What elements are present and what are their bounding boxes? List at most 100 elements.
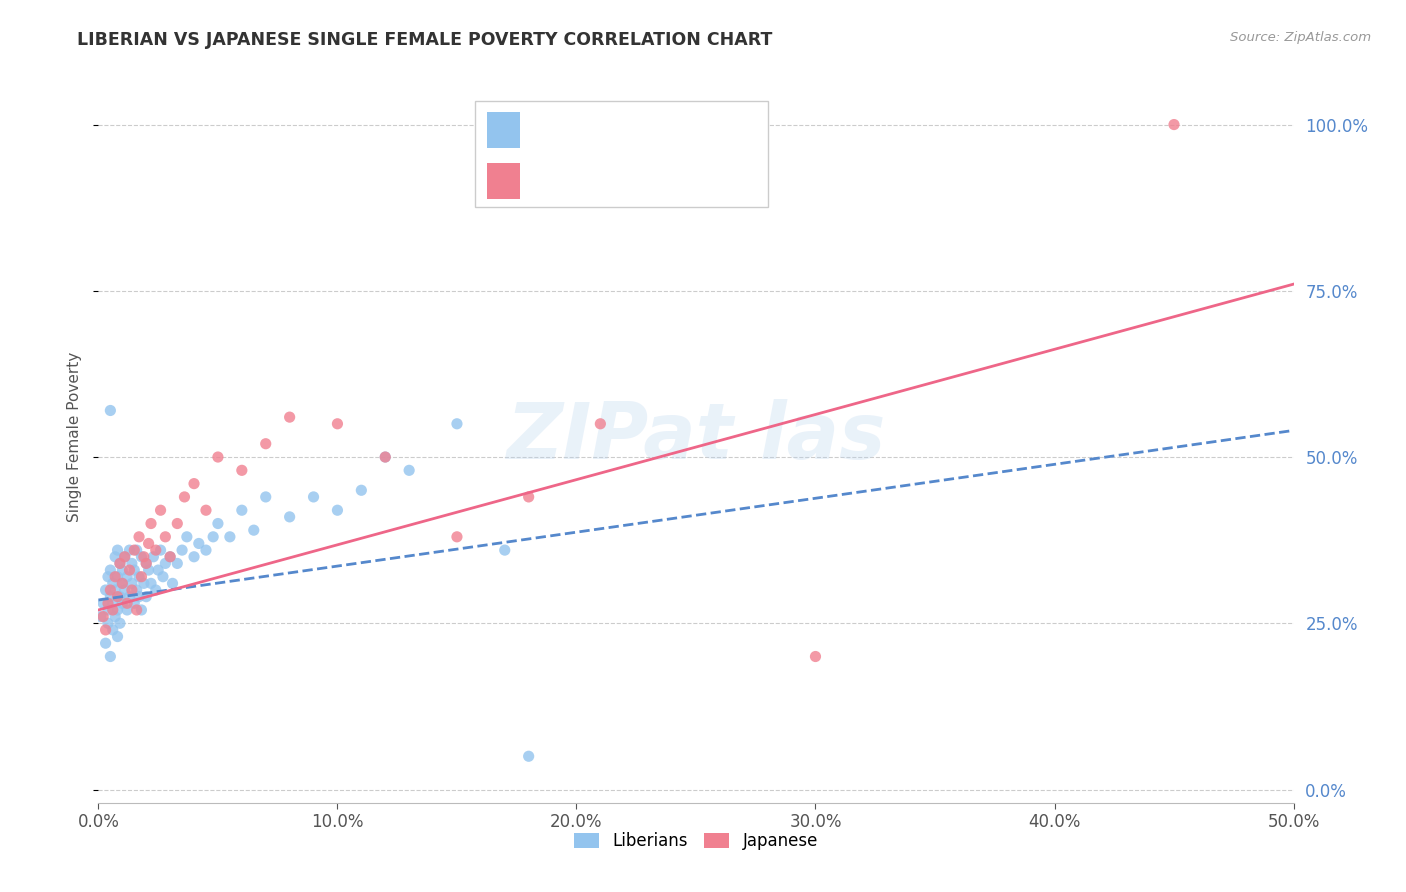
Point: [118, 590, 141, 604]
Point: [145, 543, 167, 558]
Point: [104, 570, 127, 584]
Point: [128, 530, 150, 544]
Text: LIBERIAN VS JAPANESE SINGLE FEMALE POVERTY CORRELATION CHART: LIBERIAN VS JAPANESE SINGLE FEMALE POVER…: [77, 31, 773, 49]
Point: [114, 582, 136, 597]
Point: [159, 549, 181, 564]
Point: [135, 557, 157, 571]
Point: [124, 596, 146, 610]
Point: [374, 450, 396, 464]
Point: [97, 570, 120, 584]
Point: [107, 570, 129, 584]
Point: [278, 410, 301, 425]
Point: [254, 490, 277, 504]
Point: [135, 557, 157, 571]
Point: [149, 543, 172, 558]
Point: [187, 536, 209, 550]
Point: [231, 503, 253, 517]
Point: [155, 557, 177, 571]
Point: [111, 596, 134, 610]
Point: [104, 549, 127, 564]
Point: [111, 576, 134, 591]
Point: [152, 570, 174, 584]
Point: [108, 557, 131, 571]
Point: [173, 490, 195, 504]
Point: [195, 503, 218, 517]
Point: [115, 596, 138, 610]
Point: [94, 636, 117, 650]
Point: [131, 603, 153, 617]
Y-axis label: Single Female Poverty: Single Female Poverty: [67, 352, 83, 522]
Point: [91, 596, 114, 610]
FancyBboxPatch shape: [475, 101, 768, 207]
Point: [125, 543, 148, 558]
Text: R =  0.177   N = 77: R = 0.177 N = 77: [534, 121, 711, 139]
Point: [804, 649, 827, 664]
FancyBboxPatch shape: [486, 163, 520, 200]
Point: [128, 590, 150, 604]
Point: [115, 570, 138, 584]
Point: [107, 603, 129, 617]
Point: [350, 483, 373, 498]
Point: [1163, 118, 1185, 132]
Point: [101, 603, 124, 617]
Point: [166, 516, 188, 531]
Point: [517, 749, 540, 764]
Point: [98, 590, 122, 604]
Point: [114, 549, 136, 564]
Text: R =  0.662   N = 40: R = 0.662 N = 40: [534, 172, 710, 190]
Point: [107, 630, 129, 644]
Point: [142, 549, 165, 564]
Text: ZIPat las: ZIPat las: [506, 399, 886, 475]
Point: [446, 417, 468, 431]
Point: [183, 476, 205, 491]
Point: [125, 582, 148, 597]
Point: [98, 563, 122, 577]
Point: [219, 530, 242, 544]
Point: [98, 582, 122, 597]
Point: [104, 609, 127, 624]
Point: [135, 590, 157, 604]
Point: [125, 603, 148, 617]
Point: [132, 549, 155, 564]
Point: [231, 463, 253, 477]
Point: [111, 576, 134, 591]
Point: [398, 463, 420, 477]
Point: [121, 582, 143, 597]
Point: [374, 450, 396, 464]
Point: [108, 557, 131, 571]
Point: [138, 563, 160, 577]
Point: [121, 576, 143, 591]
Point: [162, 576, 184, 591]
Point: [101, 576, 124, 591]
Point: [124, 563, 146, 577]
Legend: Liberians, Japanese: Liberians, Japanese: [567, 825, 825, 856]
Point: [108, 590, 131, 604]
Point: [254, 436, 277, 450]
Point: [148, 563, 170, 577]
FancyBboxPatch shape: [486, 112, 520, 148]
Point: [94, 623, 117, 637]
Point: [159, 549, 181, 564]
Point: [97, 616, 120, 631]
Point: [90, 609, 112, 624]
Point: [302, 490, 325, 504]
Point: [98, 403, 122, 417]
Point: [94, 582, 117, 597]
Point: [138, 536, 160, 550]
Point: [108, 616, 131, 631]
Point: [139, 576, 162, 591]
Point: [111, 563, 134, 577]
Point: [115, 603, 138, 617]
Text: Source: ZipAtlas.com: Source: ZipAtlas.com: [1230, 31, 1371, 45]
Point: [166, 557, 188, 571]
Point: [589, 417, 612, 431]
Point: [131, 570, 153, 584]
Point: [97, 603, 120, 617]
Point: [107, 543, 129, 558]
Point: [98, 649, 122, 664]
Point: [278, 509, 301, 524]
Point: [131, 549, 153, 564]
Point: [207, 450, 229, 464]
Point: [121, 557, 143, 571]
Point: [104, 582, 127, 597]
